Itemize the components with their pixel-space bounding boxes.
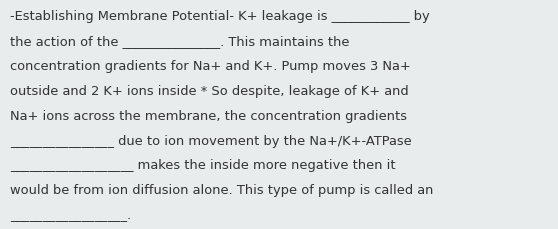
Text: the action of the _______________. This maintains the: the action of the _______________. This … bbox=[10, 35, 349, 48]
Text: Na+ ions across the membrane, the concentration gradients: Na+ ions across the membrane, the concen… bbox=[10, 109, 407, 122]
Text: ________________ due to ion movement by the Na+/K+-ATPase: ________________ due to ion movement by … bbox=[10, 134, 412, 147]
Text: __________________.: __________________. bbox=[10, 208, 131, 221]
Text: ___________________ makes the inside more negative then it: ___________________ makes the inside mor… bbox=[10, 159, 396, 172]
Text: outside and 2 K+ ions inside * So despite, leakage of K+ and: outside and 2 K+ ions inside * So despit… bbox=[10, 85, 408, 98]
Text: -Establishing Membrane Potential- K+ leakage is ____________ by: -Establishing Membrane Potential- K+ lea… bbox=[10, 10, 430, 23]
Text: would be from ion diffusion alone. This type of pump is called an: would be from ion diffusion alone. This … bbox=[10, 183, 434, 196]
Text: concentration gradients for Na+ and K+. Pump moves 3 Na+: concentration gradients for Na+ and K+. … bbox=[10, 60, 411, 73]
